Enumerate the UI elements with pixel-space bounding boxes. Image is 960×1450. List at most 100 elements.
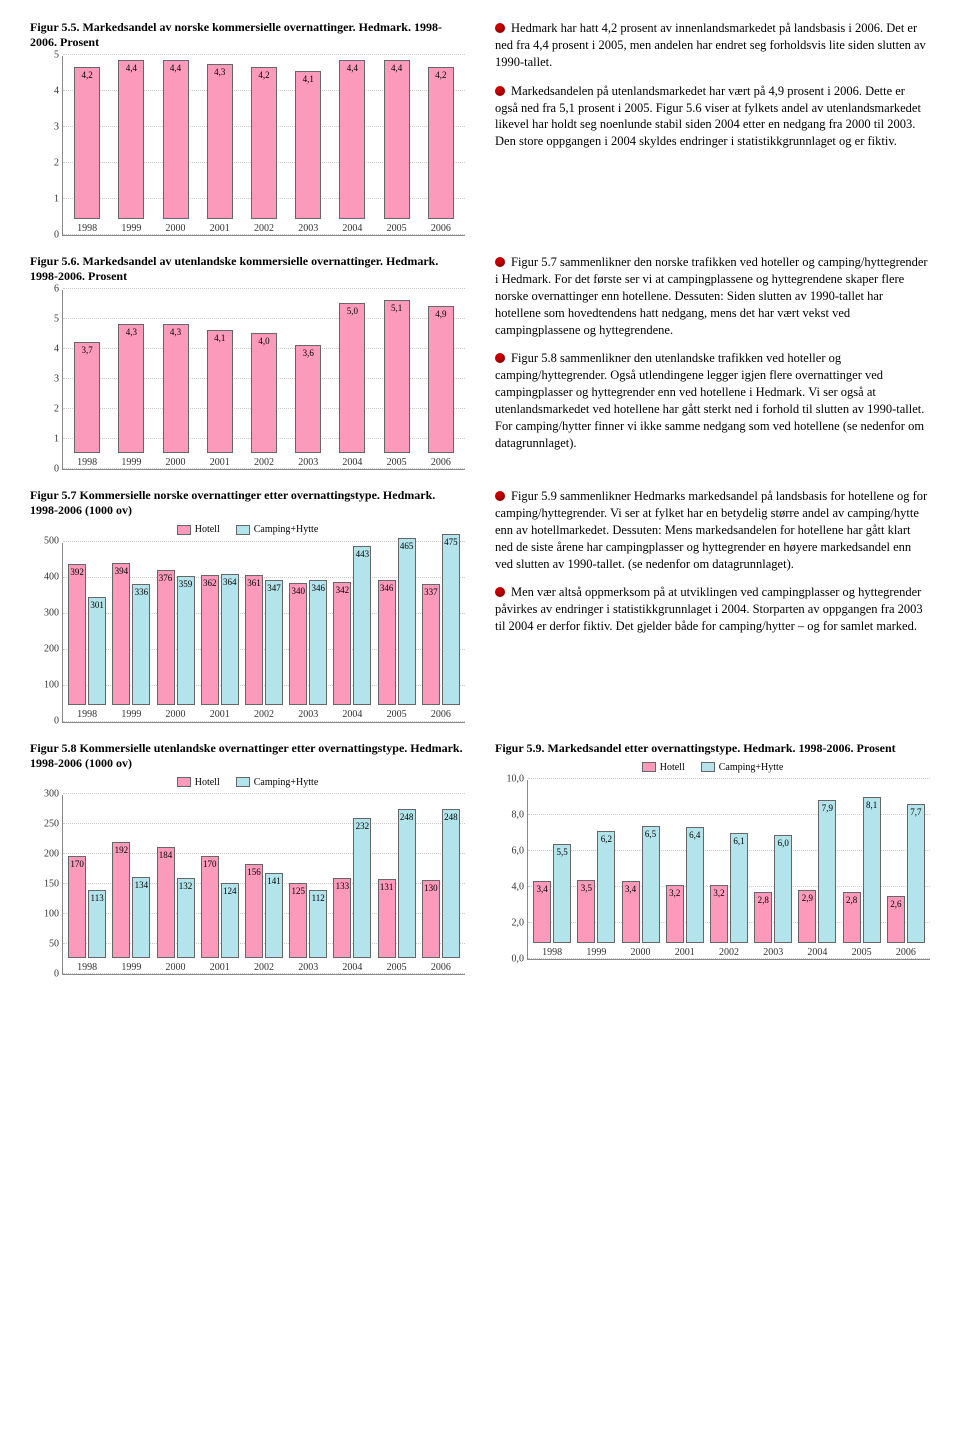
- bar: 4,1: [207, 330, 233, 453]
- bar-value: 112: [312, 893, 325, 904]
- x-label: 2005: [387, 709, 407, 722]
- bar-value: 361: [247, 578, 261, 589]
- bar-value: 346: [380, 583, 394, 594]
- x-label: 1998: [77, 457, 97, 470]
- bar-value: 6,1: [733, 836, 744, 847]
- bar: 4,4: [163, 60, 189, 218]
- bar-value: 4,1: [214, 333, 225, 344]
- x-label: 2004: [342, 457, 362, 470]
- y-tick: 0,0: [498, 953, 524, 966]
- bar: 376: [157, 570, 175, 705]
- fig58-chart: 0501001502002503001701131998192134199918…: [62, 795, 465, 975]
- para-5: Figur 5.9 sammenlikner Hedmarks markedsa…: [495, 488, 930, 572]
- bar-value: 6,0: [778, 838, 789, 849]
- x-label: 1998: [542, 947, 562, 960]
- para-1: Hedmark har hatt 4,2 prosent av innenlan…: [495, 20, 930, 71]
- y-tick: 2: [33, 403, 59, 416]
- fig55-title: Figur 5.5. Markedsandel av norske kommer…: [30, 20, 465, 50]
- x-label: 2003: [763, 947, 783, 960]
- bar: 4,3: [118, 324, 144, 453]
- y-tick: 5: [33, 49, 59, 62]
- x-label: 2001: [210, 223, 230, 236]
- bar: 7,9: [818, 800, 836, 942]
- bar-value: 4,9: [435, 309, 446, 320]
- x-label: 2001: [675, 947, 695, 960]
- bar-value: 475: [444, 537, 458, 548]
- x-label: 2004: [342, 709, 362, 722]
- bar-value: 3,2: [669, 888, 680, 899]
- bar: 443: [353, 546, 371, 705]
- x-label: 2005: [852, 947, 872, 960]
- bar: 5,5: [553, 844, 571, 943]
- bar: 112: [309, 890, 327, 957]
- y-tick: 0: [33, 463, 59, 476]
- bar-value: 156: [247, 867, 261, 878]
- fig58-title: Figur 5.8 Kommersielle utenlandske overn…: [30, 741, 465, 771]
- x-label: 2001: [210, 709, 230, 722]
- y-tick: 0: [33, 968, 59, 981]
- bar: 4,9: [428, 306, 454, 453]
- bar-value: 347: [267, 583, 281, 594]
- bar: 248: [442, 809, 460, 958]
- bar: 337: [422, 584, 440, 705]
- bar-value: 141: [267, 876, 281, 887]
- bar-value: 130: [424, 883, 438, 894]
- bar-value: 359: [179, 579, 193, 590]
- bar-value: 4,4: [126, 63, 137, 74]
- bar: 362: [201, 575, 219, 705]
- bar-value: 2,6: [890, 899, 901, 910]
- bar: 392: [68, 564, 86, 705]
- x-label: 2004: [807, 947, 827, 960]
- bar-value: 4,4: [347, 63, 358, 74]
- x-label: 2006: [896, 947, 916, 960]
- bar-value: 7,7: [910, 807, 921, 818]
- bar-value: 4,2: [258, 70, 269, 81]
- para-4: Figur 5.8 sammenlikner den utenlandske t…: [495, 350, 930, 451]
- bullet-icon: [495, 353, 505, 363]
- y-tick: 4,0: [498, 881, 524, 894]
- bar: 131: [378, 879, 396, 958]
- bar: 359: [177, 576, 195, 705]
- bar: 4,2: [251, 67, 277, 218]
- bar-value: 113: [91, 893, 104, 904]
- bullet-icon: [495, 86, 505, 96]
- bar-value: 346: [311, 583, 325, 594]
- bar-value: 5,5: [556, 847, 567, 858]
- bar: 3,5: [577, 880, 595, 943]
- y-tick: 400: [33, 571, 59, 584]
- y-tick: 0: [33, 715, 59, 728]
- bar-value: 132: [179, 881, 193, 892]
- bar: 170: [201, 856, 219, 958]
- bar-value: 7,9: [822, 803, 833, 814]
- bar-value: 248: [400, 812, 414, 823]
- x-label: 2000: [631, 947, 651, 960]
- bar: 3,2: [666, 885, 684, 943]
- x-label: 1999: [121, 223, 141, 236]
- x-label: 2003: [298, 962, 318, 975]
- x-label: 2004: [342, 223, 362, 236]
- x-label: 1999: [121, 457, 141, 470]
- bar: 4,3: [207, 64, 233, 219]
- x-label: 2002: [254, 457, 274, 470]
- x-label: 1999: [586, 947, 606, 960]
- x-label: 2001: [210, 457, 230, 470]
- bar-value: 131: [380, 882, 394, 893]
- bar-value: 125: [291, 886, 305, 897]
- bar: 6,2: [597, 831, 615, 943]
- para-3-text: Figur 5.7 sammenlikner den norske trafik…: [495, 255, 928, 337]
- para-6-text: Men vær altså oppmerksom på at utvikling…: [495, 585, 923, 633]
- bar: 248: [398, 809, 416, 958]
- bar: 342: [333, 582, 351, 705]
- bar: 6,1: [730, 833, 748, 943]
- bar-value: 184: [159, 850, 173, 861]
- x-label: 2005: [387, 223, 407, 236]
- bullet-icon: [495, 257, 505, 267]
- x-label: 2000: [166, 457, 186, 470]
- bar: 347: [265, 580, 283, 705]
- bar: 132: [177, 878, 195, 957]
- y-tick: 6,0: [498, 845, 524, 858]
- bar: 141: [265, 873, 283, 958]
- x-label: 1999: [121, 962, 141, 975]
- y-tick: 50: [33, 938, 59, 951]
- y-tick: 200: [33, 848, 59, 861]
